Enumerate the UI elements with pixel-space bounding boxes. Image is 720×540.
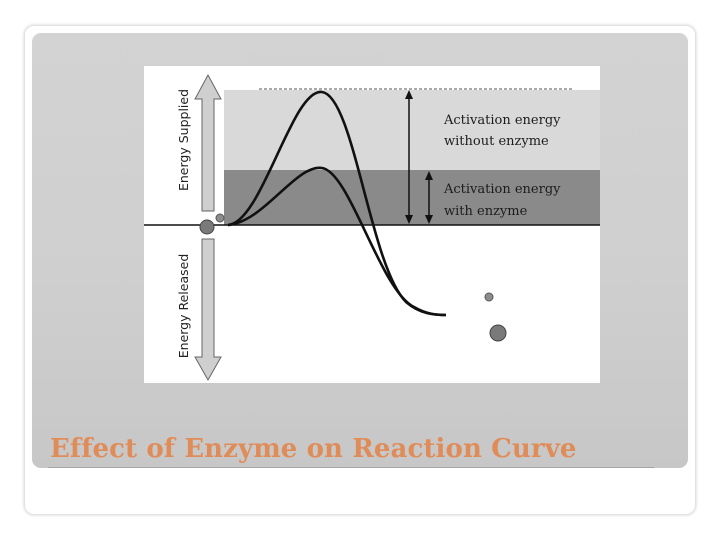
label-without-enzyme-line2: without enzyme: [444, 134, 549, 149]
reactant-sphere: [199, 219, 215, 235]
reactant-sphere-small: [215, 213, 225, 223]
title-underline: [48, 467, 654, 468]
axis-label-energy-supplied: Energy Supplied: [176, 89, 191, 191]
energy-released-arrow: [194, 238, 222, 382]
product-sphere-small: [484, 292, 494, 302]
activation-arrow-with-enzyme: [425, 171, 433, 224]
enzyme-energy-diagram: Energy Supplied Energy Released Activati…: [144, 66, 600, 383]
label-with-enzyme-line1: Activation energy: [443, 182, 561, 197]
slide-title: Effect of Enzyme on Reaction Curve: [50, 434, 577, 464]
band-without-enzyme: [224, 90, 600, 171]
axis-label-energy-released: Energy Released: [176, 254, 191, 359]
activation-arrow-without-enzyme: [405, 90, 413, 224]
energy-supplied-arrow: [194, 73, 222, 212]
curve-with-enzyme: [227, 166, 447, 317]
product-sphere: [489, 324, 507, 342]
label-with-enzyme-line2: with enzyme: [444, 204, 528, 219]
label-without-enzyme-line1: Activation energy: [443, 113, 561, 128]
